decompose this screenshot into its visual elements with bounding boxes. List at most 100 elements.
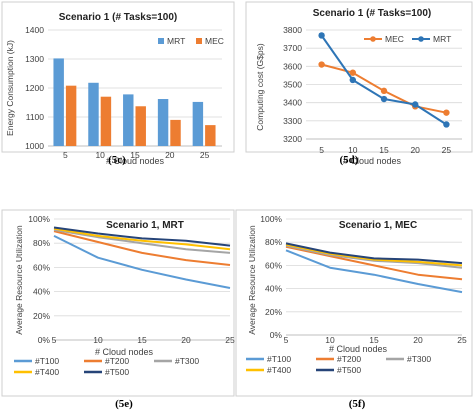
- series-line-t400: [285, 243, 463, 267]
- x-tick-label: 15: [379, 145, 389, 155]
- x-tick-label: 15: [137, 335, 147, 345]
- x-tick-label: 20: [181, 335, 191, 345]
- point-mec: [443, 109, 450, 116]
- bar-mec-10: [100, 96, 112, 146]
- x-tick-label: 20: [413, 335, 423, 345]
- point-mrt: [349, 76, 356, 84]
- chart-title: Scenario 1 (# Tasks=100): [313, 8, 432, 19]
- legend-marker: [370, 36, 376, 42]
- x-tick-label: 10: [95, 150, 105, 160]
- y-tick-label: 80%: [33, 238, 50, 248]
- caption-5d: (5d): [339, 154, 359, 166]
- caption-5e: (5e): [115, 398, 133, 410]
- point-mrt: [318, 32, 325, 39]
- y-tick-label: 40%: [33, 287, 50, 297]
- y-tick-label: 3400: [283, 98, 302, 108]
- series-line-t500: [285, 242, 463, 265]
- legend-swatch: [196, 38, 202, 44]
- legend-label: #T100: [35, 356, 59, 366]
- y-axis-title: Energy Consumption (kJ): [5, 40, 15, 136]
- x-tick-label: 20: [410, 145, 420, 155]
- y-tick-label: 0%: [38, 335, 51, 345]
- x-tick-label: 25: [200, 150, 210, 160]
- series-line-t200: [285, 245, 463, 281]
- y-tick-label: 3500: [283, 80, 302, 90]
- x-tick-label: 10: [325, 335, 335, 345]
- legend-label: MRT: [433, 34, 451, 44]
- x-tick-label: 5: [52, 335, 57, 345]
- legend-label: #T500: [337, 365, 361, 375]
- legend-label: MEC: [205, 36, 224, 46]
- y-tick-label: 20%: [33, 311, 50, 321]
- y-tick-label: 3800: [283, 25, 302, 35]
- bar-mec-5: [65, 85, 77, 146]
- point-mec: [380, 87, 388, 95]
- legend-label: MRT: [167, 36, 185, 46]
- caption-5f: (5f): [348, 398, 366, 410]
- series-line-t100: [53, 235, 231, 289]
- y-tick-label: 1300: [25, 54, 44, 64]
- legend-swatch: [158, 38, 164, 44]
- x-tick-label: 20: [165, 150, 175, 160]
- y-tick-label: 3300: [283, 116, 302, 126]
- bar-mrt-5: [53, 58, 64, 146]
- x-axis-title: # Cloud nodes: [106, 156, 165, 166]
- chart-title: Scenario 1, MEC: [339, 220, 417, 231]
- series-line-t300: [285, 244, 463, 269]
- caption-5c: (5c): [108, 154, 126, 166]
- y-tick-label: 0%: [270, 330, 283, 340]
- y-tick-label: 1100: [26, 112, 45, 122]
- y-axis-title: Average Resource Utilization: [14, 225, 24, 335]
- x-axis-title: # Cloud nodes: [329, 344, 388, 354]
- y-tick-label: 3700: [283, 43, 302, 53]
- chart-2: 3200 3300 3400 3500 3600 3700 3800 5 10 15 20 25 Sce…: [245, 1, 473, 166]
- series-line-t300: [53, 228, 231, 254]
- bar-mec-25: [205, 125, 216, 146]
- legend-label: #T300: [407, 354, 431, 364]
- legend-label: #T300: [175, 356, 199, 366]
- point-mrt: [412, 101, 419, 108]
- legend-label: MEC: [385, 34, 404, 44]
- chart-1: 1000 1100 1200 1300 1400 5 10 15 20 25 Scenario 1 …: [1, 1, 235, 166]
- point-mrt: [380, 95, 388, 103]
- x-tick-label: 5: [284, 335, 289, 345]
- bar-mrt-20: [157, 99, 169, 146]
- legend-label: #T200: [337, 354, 361, 364]
- y-tick-label: 3200: [283, 134, 302, 144]
- legend-label: #T500: [105, 367, 129, 377]
- legend-marker: [418, 36, 424, 42]
- point-mec: [318, 61, 325, 68]
- x-axis-title: # Cloud nodes: [95, 347, 154, 357]
- series-line-t200: [53, 230, 231, 266]
- bar-mec-15: [135, 106, 146, 146]
- y-tick-label: 60%: [33, 262, 50, 272]
- chart-frame: [235, 209, 473, 397]
- x-tick-label: 10: [348, 145, 358, 155]
- legend: MRT MEC: [158, 36, 224, 46]
- legend-label: #T400: [267, 365, 291, 375]
- series-line-t100: [285, 249, 463, 294]
- y-tick-label: 40%: [265, 284, 282, 294]
- y-axis-title: Computing cost (G$ps): [255, 43, 265, 131]
- y-tick-label: 80%: [265, 237, 282, 247]
- bar-mrt-15: [123, 94, 134, 146]
- legend-label: #T100: [267, 354, 291, 364]
- legend: #T100 #T200 #T300 #T400 #T500: [246, 354, 431, 375]
- x-tick-label: 15: [130, 150, 140, 160]
- y-tick-label: 100%: [28, 214, 50, 224]
- y-tick-label: 60%: [265, 260, 282, 270]
- chart-title: Scenario 1, MRT: [106, 220, 184, 231]
- chart-4: 0% 20% 40% 60% 80% 100% 5 10 15 20 25 Scenario 1, M…: [235, 209, 473, 397]
- x-tick-label: 5: [63, 150, 68, 160]
- bar-mrt-10: [88, 82, 99, 146]
- point-mrt: [443, 121, 450, 128]
- y-tick-label: 100%: [260, 214, 282, 224]
- legend: MEC MRT: [364, 34, 451, 44]
- series-line-t500: [53, 226, 231, 247]
- chart-3: 0% 20% 40% 60% 80% 100% 5 10 15 20 25 Scenario 1, M…: [1, 209, 235, 397]
- y-tick-label: 1000: [25, 141, 44, 151]
- series-line-t400: [53, 227, 231, 251]
- y-axis-title: Average Resource Utilization: [247, 225, 257, 335]
- point-mec: [349, 69, 356, 76]
